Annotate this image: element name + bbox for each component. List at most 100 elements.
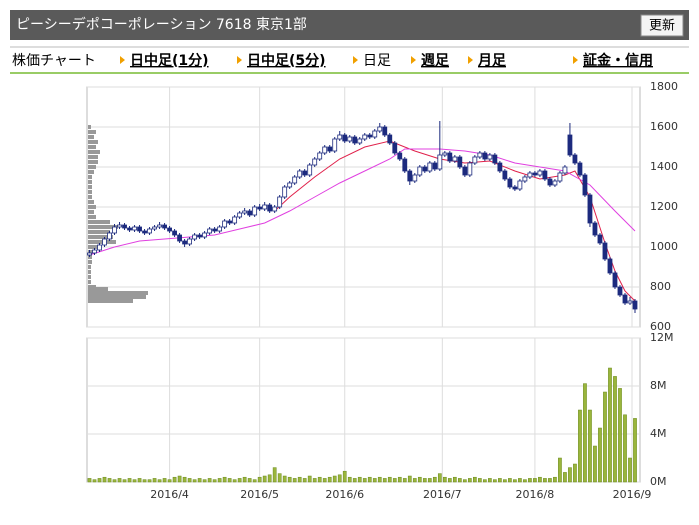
candle-body: [397, 152, 403, 160]
volume-bar: [202, 479, 207, 483]
nav-tab[interactable]: 証金・信用: [583, 52, 653, 69]
volume-bar: [207, 478, 212, 483]
volume-bar: [578, 409, 582, 483]
volume-bar: [132, 479, 137, 483]
volume-profile-bar: [88, 180, 92, 184]
volume-profile-bar: [88, 215, 96, 219]
candle-body: [407, 170, 413, 182]
volume-bar: [508, 478, 512, 483]
candle-body: [322, 146, 328, 154]
volume-profile-bar: [88, 150, 100, 154]
candle-body: [142, 230, 147, 234]
volume-bar: [473, 476, 477, 483]
volume-bar: [337, 474, 342, 483]
volume-profile-bar: [88, 160, 98, 164]
candle-body: [347, 136, 353, 142]
volume-bar: [247, 478, 252, 483]
candle-body: [292, 176, 298, 184]
candle-body: [577, 162, 583, 176]
volume-bar: [498, 478, 502, 483]
volume-bar: [267, 474, 272, 483]
nav-tab[interactable]: 日中足(5分): [247, 52, 326, 69]
nav-tab[interactable]: 週足: [421, 53, 450, 69]
candle-body: [442, 152, 448, 156]
nav-tab[interactable]: 日中足(1分): [130, 52, 209, 69]
candle-body: [92, 249, 97, 254]
candle-body: [552, 180, 558, 186]
tab-arrow: [411, 56, 416, 64]
candle-body: [172, 230, 177, 236]
candle-body: [517, 180, 523, 190]
volume-bar: [618, 388, 622, 483]
candle-body: [257, 206, 263, 210]
candle-body: [297, 170, 303, 178]
volume-profile-bar: [88, 170, 94, 174]
volume-bar: [112, 479, 117, 483]
candle-body: [267, 204, 273, 212]
candle-body: [312, 158, 318, 166]
volume-profile-bar: [88, 135, 94, 139]
volume-bar: [452, 476, 457, 483]
candle-body: [377, 126, 383, 132]
candle-body: [232, 216, 238, 224]
volume-bar: [357, 476, 362, 483]
volume-profile-bar: [88, 299, 133, 303]
tab-arrow: [120, 56, 125, 64]
volume-bar: [608, 367, 612, 483]
volume-bar: [422, 478, 427, 483]
volume-profile-bar: [88, 225, 118, 229]
volume-bar: [167, 479, 172, 483]
refresh-button-label[interactable]: 更新: [649, 18, 675, 34]
volume-profile-bar: [88, 165, 96, 169]
candle-body: [252, 206, 258, 216]
refresh-button[interactable]: [640, 14, 684, 37]
volume-bar: [142, 479, 147, 483]
candle-body: [367, 134, 373, 138]
candle-body: [97, 244, 102, 251]
volume-bar: [162, 478, 167, 483]
volume-profile-bar: [88, 155, 98, 159]
candle-body: [277, 196, 283, 208]
candle-body: [112, 226, 117, 234]
volume-bar: [382, 478, 387, 483]
volume-bar: [232, 479, 237, 483]
moving-average-line: [89, 148, 636, 256]
volume-bar: [397, 476, 402, 483]
volume-profile-bar: [88, 190, 92, 194]
candle-body: [217, 226, 223, 232]
candle-body: [632, 300, 638, 310]
candle-body: [332, 138, 338, 152]
candle-body: [412, 174, 418, 182]
volume-bar: [442, 476, 447, 483]
volume-bar: [327, 476, 332, 483]
candle-body: [317, 152, 323, 160]
volume-profile-bar: [88, 270, 91, 274]
volume-profile-bar: [88, 145, 96, 149]
y-tick-label: 1600: [650, 120, 678, 133]
volume-bar: [503, 479, 507, 483]
volume-bar: [312, 478, 317, 483]
candle-body: [617, 286, 623, 296]
volume-bar: [117, 478, 122, 483]
volume-bar: [633, 418, 637, 483]
volume-bar: [412, 478, 417, 483]
candle-body: [457, 156, 463, 168]
nav-tab[interactable]: 月足: [477, 53, 507, 69]
candle-body: [352, 136, 358, 144]
volume-profile-bar: [88, 125, 91, 129]
candle-body: [422, 166, 428, 172]
volume-bar: [157, 479, 162, 483]
volume-bar: [553, 476, 557, 483]
candle-body: [527, 172, 533, 178]
y-tick-label: 1400: [650, 160, 678, 173]
volume-bar: [457, 478, 462, 483]
volume-bar: [598, 427, 602, 483]
candle-body: [627, 300, 633, 304]
candle-body: [417, 166, 423, 176]
volume-bar: [92, 479, 97, 483]
volume-bar: [493, 479, 497, 483]
volume-bar: [518, 478, 522, 483]
volume-profile-bar: [88, 210, 94, 214]
volume-bar: [272, 467, 277, 483]
